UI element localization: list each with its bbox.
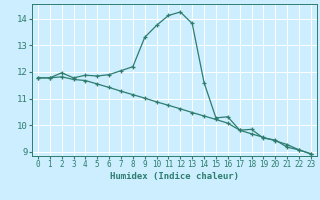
- X-axis label: Humidex (Indice chaleur): Humidex (Indice chaleur): [110, 172, 239, 181]
